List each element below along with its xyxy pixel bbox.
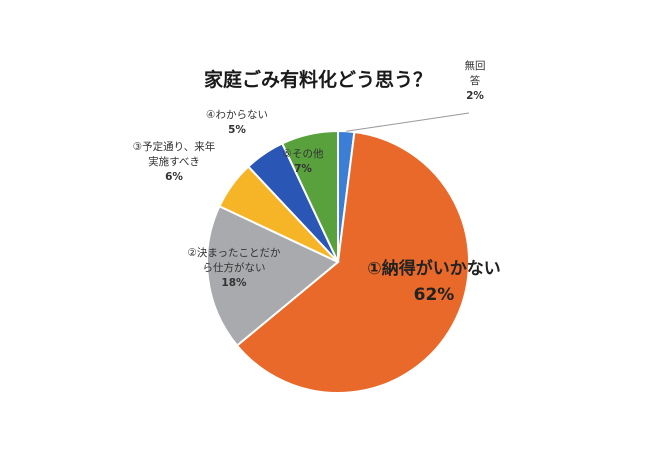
slice-value-label: 6% [165, 171, 183, 183]
slice-category-label: ⑤その他 [283, 147, 324, 160]
pie-slice [280, 129, 339, 263]
slice-category-label: 無回 [465, 59, 486, 72]
slice-value-label: 7% [294, 163, 312, 175]
slice-value-label: 62% [414, 285, 455, 305]
leader-lines [346, 112, 470, 132]
slice-category-label: ら仕方がない [203, 261, 266, 274]
pie-slices [206, 129, 470, 394]
slice-category-label: 実施すべき [148, 155, 200, 168]
slice-category-label: ②決まったことだか [188, 247, 281, 259]
slice-value-label: 18% [221, 277, 247, 289]
pie-slice [206, 204, 340, 347]
slice-value-label: 5% [228, 124, 246, 136]
slice-category-label: ④わからない [206, 109, 268, 121]
chart-title: 家庭ごみ有料化どう思う？ [204, 68, 432, 91]
slice-category-label: 答 [470, 74, 481, 87]
leader-line [346, 112, 470, 132]
pie-slice [235, 130, 470, 394]
slice-value-label: 2% [466, 90, 484, 102]
slice-category-label: ①納得がいかない [367, 258, 500, 279]
slice-category-label: ③予定通り、来年 [133, 140, 216, 153]
